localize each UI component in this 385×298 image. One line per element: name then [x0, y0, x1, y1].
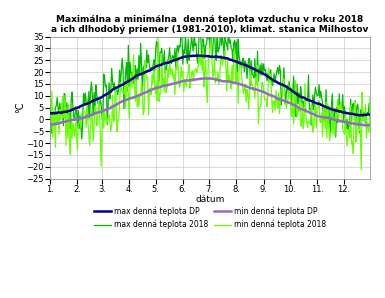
X-axis label: dátum: dátum: [195, 195, 225, 204]
max denná teplota DP: [116, 85, 120, 89]
max denná teplota DP: [368, 113, 372, 117]
max denná teplota 2018: [137, 54, 141, 58]
max denná teplota 2018: [368, 122, 372, 125]
min denná teplota DP: [177, 80, 182, 84]
max denná teplota 2018: [324, 88, 328, 91]
min denná teplota 2018: [176, 73, 181, 77]
max denná teplota DP: [175, 57, 180, 61]
min denná teplota 2018: [136, 94, 140, 97]
min denná teplota DP: [363, 124, 368, 127]
max denná teplota 2018: [176, 51, 181, 54]
Title: Maximálna a minimálna  denná teplota vzduchu v roku 2018
a ich dlhodobý priemer : Maximálna a minimálna denná teplota vzdu…: [51, 15, 369, 34]
max denná teplota 2018: [178, 45, 182, 49]
min denná teplota 2018: [116, 120, 120, 124]
min denná teplota DP: [48, 123, 52, 126]
min denná teplota 2018: [368, 95, 372, 99]
max denná teplota DP: [136, 74, 140, 77]
max denná teplota 2018: [116, 86, 121, 90]
max denná teplota 2018: [218, 21, 223, 25]
min denná teplota 2018: [48, 137, 52, 141]
Y-axis label: °C: °C: [15, 102, 25, 113]
Line: max denná teplota DP: max denná teplota DP: [50, 56, 370, 115]
min denná teplota DP: [136, 94, 140, 97]
max denná teplota DP: [354, 113, 358, 117]
min denná teplota DP: [323, 116, 328, 119]
min denná teplota 2018: [323, 127, 328, 131]
max denná teplota 2018: [79, 137, 84, 141]
min denná teplota DP: [116, 102, 120, 105]
max denná teplota DP: [48, 111, 52, 115]
max denná teplota DP: [323, 105, 328, 108]
min denná teplota 2018: [178, 84, 182, 87]
max denná teplota DP: [361, 114, 365, 117]
min denná teplota 2018: [354, 140, 358, 144]
max denná teplota 2018: [48, 106, 52, 109]
Line: min denná teplota 2018: min denná teplota 2018: [50, 34, 370, 170]
Line: max denná teplota 2018: max denná teplota 2018: [50, 23, 370, 139]
max denná teplota DP: [198, 54, 203, 58]
Line: min denná teplota DP: min denná teplota DP: [50, 78, 370, 125]
min denná teplota 2018: [359, 168, 363, 172]
min denná teplota DP: [368, 123, 372, 127]
min denná teplota 2018: [156, 32, 161, 36]
max denná teplota 2018: [355, 105, 359, 108]
Legend: max denná teplota DP, max denná teplota 2018, min denná teplota DP, min denna: max denná teplota DP, max denná teplot…: [94, 207, 326, 229]
min denná teplota DP: [354, 122, 358, 126]
min denná teplota DP: [208, 77, 213, 80]
max denná teplota DP: [177, 57, 182, 60]
min denná teplota DP: [175, 81, 180, 84]
